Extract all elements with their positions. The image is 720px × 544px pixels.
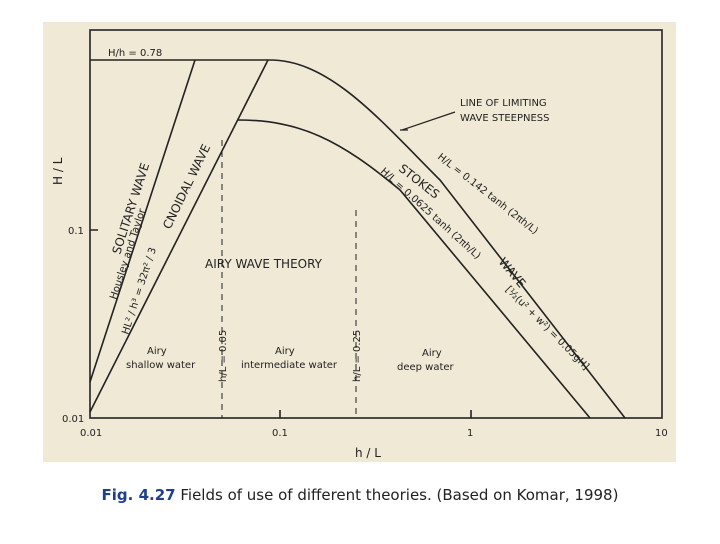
x-tick-label: 1 xyxy=(467,428,473,439)
y-tick-label: 0.01 xyxy=(62,414,84,425)
plot xyxy=(89,29,663,419)
annotation: intermediate water xyxy=(241,360,338,371)
annotation: shallow water xyxy=(126,360,196,371)
figure-bg xyxy=(43,22,676,462)
annotation: deep water xyxy=(397,362,455,373)
arrow xyxy=(400,111,456,131)
annotation: h/L = 0.05 xyxy=(218,330,229,382)
x-tick-label: 10 xyxy=(655,428,668,439)
limit-curve xyxy=(90,59,626,419)
annotation: AIRY WAVE THEORY xyxy=(205,257,323,271)
stokes-curve xyxy=(237,119,591,419)
plot-frame xyxy=(89,29,663,419)
annotation: h/L = 0.25 xyxy=(352,330,363,382)
caption: Fig. 4.27 Fields of use of different the… xyxy=(102,486,619,504)
caption-label: Fig. 4.27 xyxy=(102,486,176,504)
ticks xyxy=(90,229,472,418)
annotation: LINE OF LIMITING xyxy=(460,98,547,109)
annotation: WAVE STEEPNESS xyxy=(460,113,550,124)
x-axis-label: h / L xyxy=(355,446,381,460)
solitary-curve xyxy=(89,59,196,383)
annotation: Airy xyxy=(275,346,295,357)
annotation: Airy xyxy=(147,346,167,357)
x-tick-label: 0.1 xyxy=(272,428,288,439)
x-tick-label: 0.01 xyxy=(80,428,102,439)
cnoidal-curve xyxy=(89,59,269,413)
annotation: H/h = 0.78 xyxy=(108,48,162,59)
caption-text: Fields of use of different theories. (Ba… xyxy=(176,486,619,504)
annotation: Airy xyxy=(422,348,442,359)
y-axis-label: H / L xyxy=(51,157,65,185)
y-tick-label: 0.1 xyxy=(68,226,84,237)
dashed-limits xyxy=(221,140,357,418)
